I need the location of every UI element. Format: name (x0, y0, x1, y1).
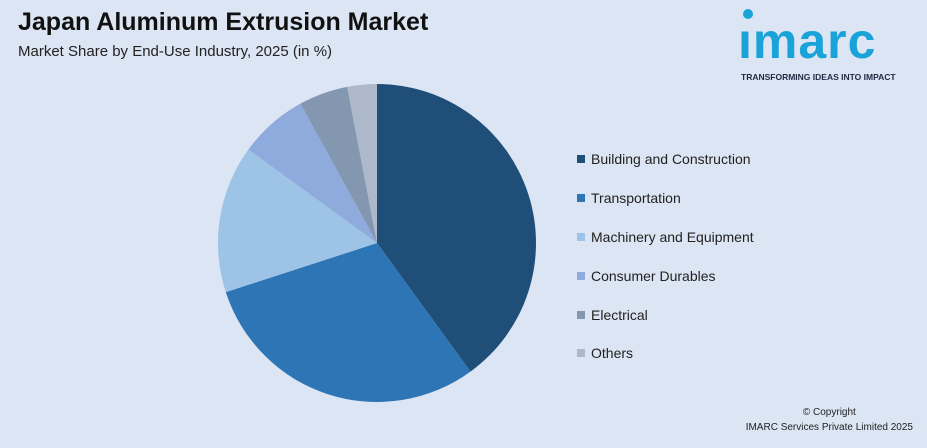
legend-item-transportation: Transportation (577, 179, 754, 218)
chart-legend: Building and Construction Transportation M… (577, 140, 754, 373)
legend-item-consumer-durables: Consumer Durables (577, 256, 754, 295)
pie-slice-machinery-and-equipment (218, 149, 377, 293)
legend-label: Others (591, 345, 634, 362)
legend-label: Electrical (591, 306, 648, 323)
copyright-line-1: © Copyright (802, 407, 856, 418)
chart-subtitle: Market Share by End-Use Industry, 2025 (… (18, 43, 333, 60)
legend-swatch (577, 310, 585, 319)
legend-label: Transportation (591, 190, 681, 207)
imarc-logo: ımarc TRANSFORMING IDEAS INTO IMPACT (735, 6, 920, 86)
copyright-line-2: IMARC Services Private Limited 2025 (745, 422, 913, 433)
copyright-notice: © Copyright IMARC Services Private Limit… (746, 405, 913, 435)
logo-dot (743, 9, 753, 19)
legend-swatch (577, 155, 585, 164)
legend-item-machinery-and-equipment: Machinery and Equipment (577, 218, 754, 257)
legend-label: Building and Construction (591, 151, 751, 168)
legend-swatch (577, 232, 585, 241)
legend-item-electrical: Electrical (577, 295, 754, 334)
legend-swatch (577, 194, 585, 203)
legend-item-others: Others (577, 334, 754, 373)
pie-slice-transportation (225, 243, 471, 402)
pie-slice-electrical (300, 86, 377, 243)
legend-label: Machinery and Equipment (591, 228, 754, 245)
legend-label: Consumer Durables (591, 267, 716, 284)
legend-item-building-and-construction: Building and Construction (577, 140, 754, 179)
logo-wordmark: ımarc (738, 13, 877, 69)
logo-tagline: TRANSFORMING IDEAS INTO IMPACT (741, 72, 896, 82)
legend-swatch (577, 349, 585, 358)
chart-title: Japan Aluminum Extrusion Market (18, 8, 429, 36)
pie-slice-others (347, 84, 377, 243)
legend-swatch (577, 271, 585, 280)
pie-slice-consumer-durables (248, 103, 377, 243)
pie-slice-building-and-construction (377, 84, 536, 372)
